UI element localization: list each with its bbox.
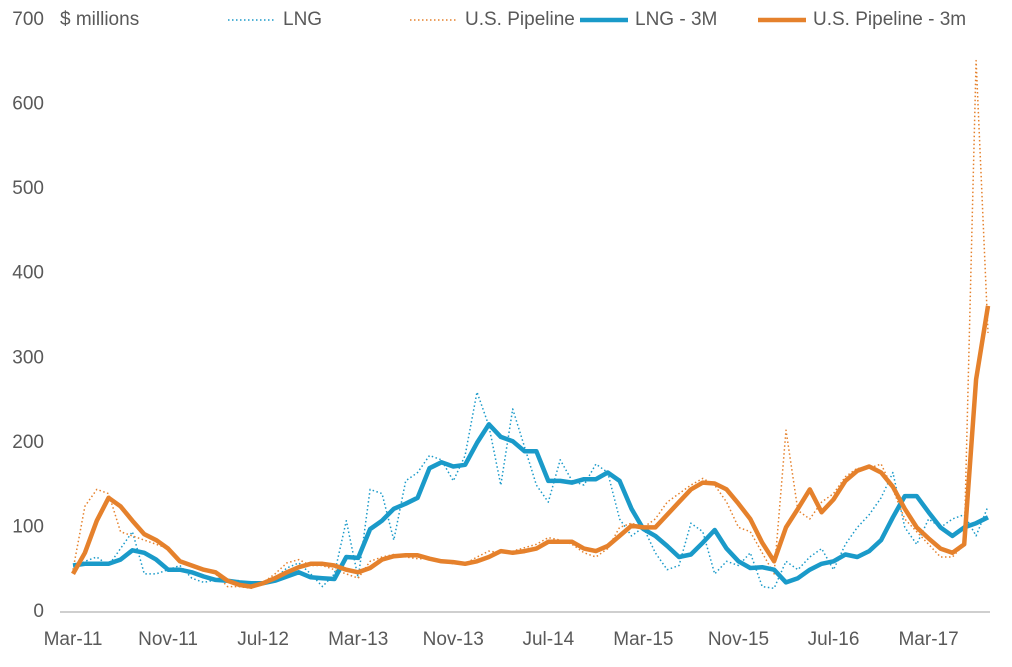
y-tick-label: 500: [12, 178, 44, 199]
y-tick-label: 700: [12, 9, 44, 30]
x-tick-label: Jul-16: [808, 629, 860, 650]
y-tick-label: 0: [33, 601, 44, 622]
y-tick-label: 300: [12, 347, 44, 368]
x-tick-label: Mar-17: [898, 629, 958, 650]
legend-label: LNG: [283, 9, 322, 30]
x-tick-label: Mar-13: [328, 629, 388, 650]
series-line: [71, 305, 991, 589]
legend-label: U.S. Pipeline: [465, 9, 575, 30]
y-unit-label: $ millions: [60, 9, 139, 30]
x-tick-label: Jul-14: [522, 629, 574, 650]
y-tick-label: 400: [12, 263, 44, 284]
x-tick-label: Mar-15: [613, 629, 673, 650]
series-line: [72, 391, 989, 590]
x-tick-label: Nov-13: [423, 629, 484, 650]
series-line: [72, 422, 989, 586]
x-tick-label: Nov-15: [708, 629, 769, 650]
x-tick-label: Nov-11: [138, 629, 198, 650]
series-line: [72, 59, 989, 590]
y-tick-label: 200: [12, 432, 44, 453]
y-tick-label: 100: [12, 516, 44, 537]
x-tick-label: Mar-11: [44, 629, 103, 650]
y-tick-label: 600: [12, 94, 44, 115]
legend-label: U.S. Pipeline - 3m: [813, 9, 966, 30]
x-tick-label: Jul-12: [237, 629, 289, 650]
legend-label: LNG - 3M: [635, 9, 717, 30]
